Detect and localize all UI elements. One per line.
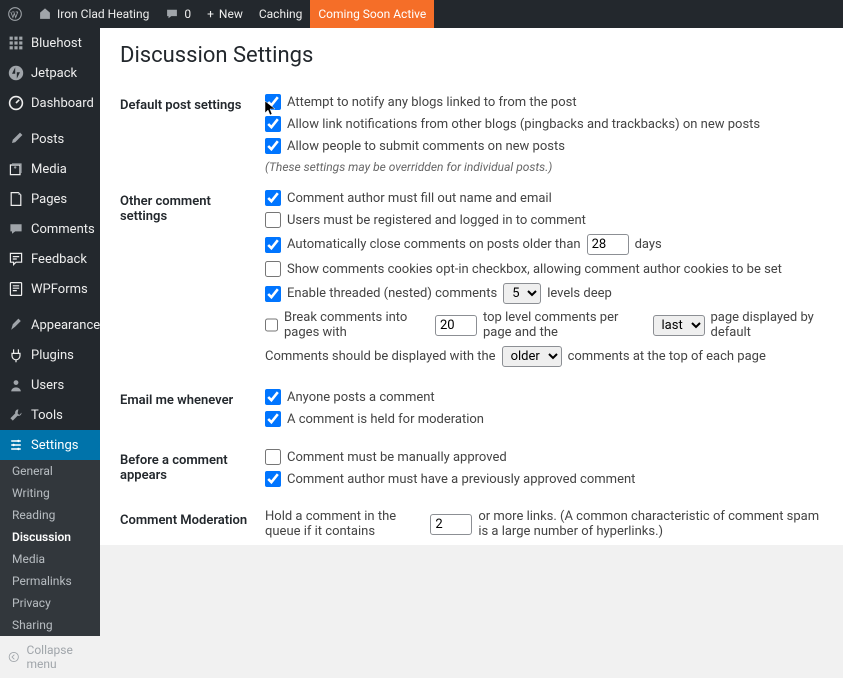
email-held-checkbox[interactable] (265, 411, 281, 427)
page-title: Discussion Settings (120, 43, 823, 68)
appearance-icon (8, 317, 24, 333)
sidebar-item-settings[interactable]: Settings (0, 430, 100, 460)
sidebar-item-posts[interactable]: Posts (0, 124, 100, 154)
admin-sidebar: BluehostJetpackDashboard PostsMediaPagesC… (0, 28, 100, 545)
sidebar-sub-sharing[interactable]: Sharing (0, 614, 100, 636)
tools-icon (8, 407, 24, 423)
manual-approve-checkbox[interactable] (265, 449, 281, 465)
threaded-checkbox[interactable] (265, 286, 281, 302)
section-email-heading: Email me whenever (120, 381, 265, 441)
sidebar-sub-privacy[interactable]: Privacy (0, 592, 100, 614)
sidebar-item-comments[interactable]: Comments (0, 214, 100, 244)
sidebar-item-users[interactable]: Users (0, 370, 100, 400)
bluehost-icon (8, 35, 24, 51)
paginate-checkbox[interactable] (265, 317, 278, 333)
sidebar-sub-general[interactable]: General (0, 460, 100, 482)
per-page-input[interactable] (435, 315, 477, 336)
comments-count[interactable]: 0 (157, 0, 199, 28)
auto-close-checkbox[interactable] (265, 237, 281, 253)
admin-topbar: Iron Clad Heating 0 +New Caching Coming … (0, 0, 843, 28)
sidebar-sub-media[interactable]: Media (0, 548, 100, 570)
main-content: Discussion Settings Default post setting… (100, 28, 843, 545)
default-note: (These settings may be overridden for in… (265, 160, 823, 174)
comment-order-select[interactable]: older (502, 346, 562, 367)
sidebar-item-feedback[interactable]: Feedback (0, 244, 100, 274)
section-before-heading: Before a comment appears (120, 441, 265, 501)
sidebar-sub-reading[interactable]: Reading (0, 504, 100, 526)
section-other-heading: Other comment settings (120, 182, 265, 381)
sidebar-item-appearance[interactable]: Appearance (0, 310, 100, 340)
sidebar-item-media[interactable]: Media (0, 154, 100, 184)
require-registration-checkbox[interactable] (265, 212, 281, 228)
sidebar-item-pages[interactable]: Pages (0, 184, 100, 214)
caching-link[interactable]: Caching (251, 0, 311, 28)
sidebar-sub-writing[interactable]: Writing (0, 482, 100, 504)
default-page-select[interactable]: last (653, 315, 705, 336)
auto-close-days-input[interactable] (587, 234, 629, 255)
max-links-input[interactable] (430, 514, 472, 535)
media-icon (8, 161, 24, 177)
prev-approved-checkbox[interactable] (265, 471, 281, 487)
email-anyone-checkbox[interactable] (265, 389, 281, 405)
section-default-heading: Default post settings (120, 86, 265, 182)
sidebar-item-tools[interactable]: Tools (0, 400, 100, 430)
sidebar-item-plugins[interactable]: Plugins (0, 340, 100, 370)
allow-comments-checkbox[interactable] (265, 138, 281, 154)
feedback-icon (8, 251, 24, 267)
settings-icon (8, 437, 24, 453)
allow-comments-label: Allow people to submit comments on new p… (287, 139, 565, 154)
thread-depth-select[interactable]: 5 (503, 283, 541, 304)
jetpack-icon (8, 65, 24, 81)
comments-icon (8, 221, 24, 237)
cookies-optin-checkbox[interactable] (265, 261, 281, 277)
wpforms-icon (8, 281, 24, 297)
dashboard-icon (8, 95, 24, 111)
collapse-menu[interactable]: Collapse menu (0, 636, 100, 678)
section-moderation-heading: Comment Moderation (120, 501, 265, 545)
users-icon (8, 377, 24, 393)
site-name[interactable]: Iron Clad Heating (30, 0, 157, 28)
posts-icon (8, 131, 24, 147)
allow-pingbacks-label: Allow link notifications from other blog… (287, 117, 760, 132)
require-name-email-checkbox[interactable] (265, 190, 281, 206)
coming-soon-badge[interactable]: Coming Soon Active (310, 0, 434, 28)
sidebar-item-wpforms[interactable]: WPForms (0, 274, 100, 304)
sidebar-item-dashboard[interactable]: Dashboard (0, 88, 100, 118)
sidebar-sub-permalinks[interactable]: Permalinks (0, 570, 100, 592)
new-content[interactable]: +New (199, 0, 251, 28)
sidebar-item-bluehost[interactable]: Bluehost (0, 28, 100, 58)
sidebar-item-jetpack[interactable]: Jetpack (0, 58, 100, 88)
notify-blogs-checkbox[interactable] (265, 94, 281, 110)
pages-icon (8, 191, 24, 207)
plugins-icon (8, 347, 24, 363)
wp-logo[interactable] (0, 0, 30, 28)
notify-blogs-label: Attempt to notify any blogs linked to fr… (287, 95, 577, 110)
allow-pingbacks-checkbox[interactable] (265, 116, 281, 132)
